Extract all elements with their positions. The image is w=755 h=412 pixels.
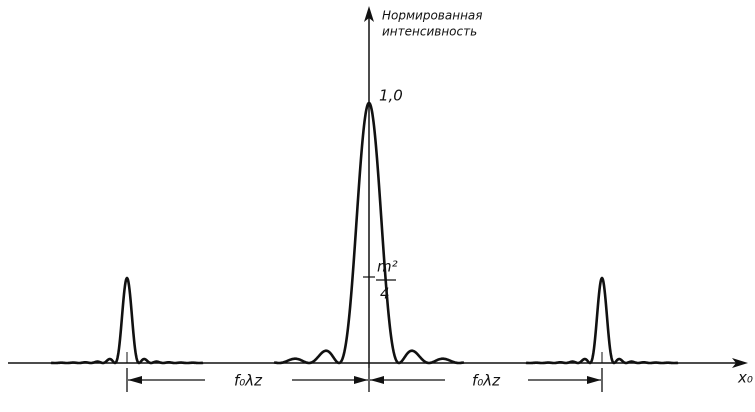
level-numerator: m² xyxy=(377,258,398,276)
level-denominator: 4 xyxy=(380,285,390,303)
spacing-label: f₀λz xyxy=(234,372,263,390)
spacing-label: f₀λz xyxy=(472,372,501,390)
x-axis-arrow xyxy=(732,358,748,368)
intensity-curve xyxy=(525,276,679,365)
intensity-curve xyxy=(273,101,465,365)
x-axis-label: x₀ xyxy=(737,369,753,387)
axis-label-line: интенсивность xyxy=(382,25,477,39)
intensity-curve xyxy=(50,276,204,365)
y-axis-arrow xyxy=(364,6,374,22)
peak-label: 1,0 xyxy=(379,87,403,105)
axis-label-line: Нормированная xyxy=(382,9,482,23)
dimension-arrows xyxy=(128,376,601,384)
